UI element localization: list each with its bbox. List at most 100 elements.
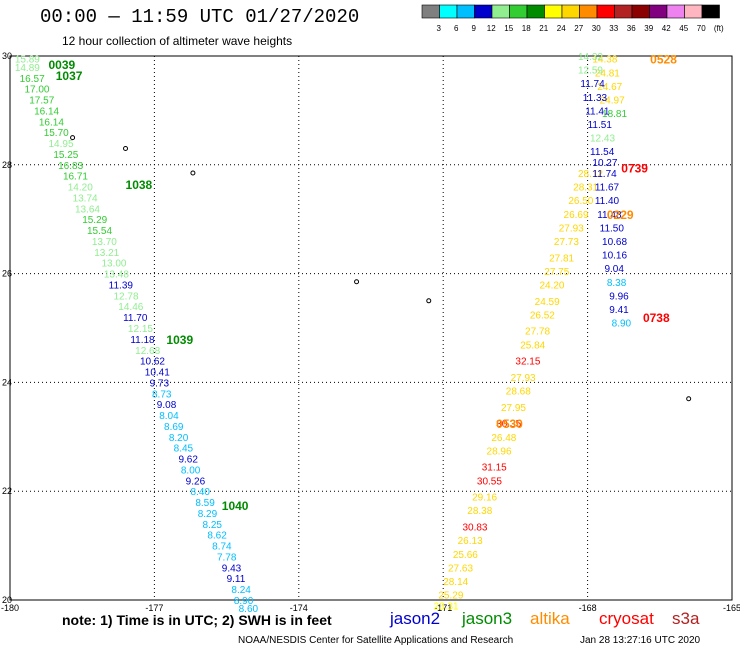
swh-value-label: 24.97 xyxy=(600,96,625,107)
island-outline xyxy=(190,170,196,176)
colorbar-swatch xyxy=(596,4,615,19)
y-tick-label: 26 xyxy=(2,269,12,279)
colorbar-label: 9 xyxy=(472,24,477,33)
swh-value-label: 18.81 xyxy=(602,109,627,120)
colorbar-swatch xyxy=(666,4,685,19)
swh-value-label: 8.25 xyxy=(203,520,223,531)
swh-value-label: 8.69 xyxy=(164,422,184,433)
swh-value-label: 28.12 xyxy=(578,169,603,180)
footer-note: note: 1) Time is in UTC; 2) SWH is in fe… xyxy=(62,612,332,628)
swh-value-label: 13.21 xyxy=(94,248,119,259)
colorbar-swatch xyxy=(509,4,528,19)
swh-value-label: 9.26 xyxy=(186,476,206,487)
swh-value-label: 11.33 xyxy=(583,93,608,104)
colorbar-swatch xyxy=(684,4,703,19)
swh-value-label: 9.11 xyxy=(227,574,246,585)
swh-value-label: 32.15 xyxy=(515,357,540,368)
colorbar-swatch xyxy=(456,4,475,19)
swh-value-label: 30.35 xyxy=(496,419,521,430)
colorbar-swatch xyxy=(579,4,598,19)
swh-value-label: 9.73 xyxy=(150,378,170,389)
swh-value-label: 8.29 xyxy=(198,509,218,520)
plot-frame xyxy=(9,55,733,601)
swh-value-label: 8.20 xyxy=(169,433,189,444)
swh-value-label: 27.63 xyxy=(448,563,473,574)
satellite-legend-s3a: s3a xyxy=(672,609,700,628)
colorbar-swatch xyxy=(649,4,668,19)
colorbar-swatch xyxy=(544,4,563,19)
swh-value-label: 16.14 xyxy=(39,117,64,128)
swh-value-label: 15.70 xyxy=(44,128,69,139)
pass-time-label: 1040 xyxy=(222,499,249,513)
satellite-legend-cryosat: cryosat xyxy=(599,609,654,628)
swh-value-label: 8.90 xyxy=(612,319,632,330)
swh-value-label: 15.29 xyxy=(82,215,107,226)
swh-value-label: 26.50 xyxy=(568,196,593,207)
pass-time-label: 0739 xyxy=(621,162,648,176)
swh-value-label: 30.55 xyxy=(477,476,502,487)
swh-value-label: 26.13 xyxy=(458,536,483,547)
swh-value-label: 8.59 xyxy=(195,498,215,509)
swh-value-label: 11.40 xyxy=(595,196,620,207)
swh-value-label: 11.70 xyxy=(123,313,148,324)
swh-value-label: 14.46 xyxy=(118,302,143,313)
colorbar-swatch xyxy=(614,4,633,19)
swh-value-label: 13.64 xyxy=(75,204,100,215)
swh-value-label: 28.31 xyxy=(573,183,598,194)
swh-value-label: 28.96 xyxy=(487,446,512,457)
swh-value-label: 11.41 xyxy=(585,106,610,117)
swh-value-label: 30.83 xyxy=(462,523,487,534)
pass-time-label: 0039 xyxy=(49,58,76,72)
satellite-legend-altika: altika xyxy=(530,609,570,628)
credit-line: NOAA/NESDIS Center for Satellite Applica… xyxy=(238,635,514,646)
swh-value-label: 16.57 xyxy=(20,74,45,85)
swh-value-label: 11.50 xyxy=(600,223,625,234)
colorbar-label: 24 xyxy=(557,24,566,33)
colorbar-swatch xyxy=(526,4,545,19)
island-outline xyxy=(686,396,692,402)
colorbar-label: 3 xyxy=(437,24,442,33)
swh-value-label: 9.62 xyxy=(178,455,198,466)
x-tick-label: -171 xyxy=(434,603,452,613)
pass-time-label: 0229 xyxy=(607,208,634,222)
swh-value-label: 27.81 xyxy=(549,253,574,264)
swh-value-label: 8.40 xyxy=(191,487,211,498)
swh-value-label: 14.89 xyxy=(15,63,40,74)
colorbar-label: 45 xyxy=(679,24,688,33)
swh-value-label: 11.51 xyxy=(588,120,613,131)
swh-value-label: 31.15 xyxy=(482,463,507,474)
colorbar-swatch xyxy=(631,4,650,19)
satellite-legend-jason3: jason3 xyxy=(462,609,513,628)
swh-value-label: 10.16 xyxy=(602,251,627,262)
swh-value-label: 8.45 xyxy=(174,444,194,455)
swh-value-label: 12.68 xyxy=(135,346,160,357)
satellite-legend-jason2: jason2 xyxy=(390,609,441,628)
x-tick-label: -174 xyxy=(290,603,308,613)
swh-value-label: 9.96 xyxy=(609,291,629,302)
colorbar-label: 70 xyxy=(697,24,706,33)
x-tick-label: -168 xyxy=(579,603,597,613)
swh-value-label: 9.04 xyxy=(604,264,624,275)
swh-value-label: 8.24 xyxy=(231,585,251,596)
colorbar-swatch xyxy=(701,4,720,19)
swh-value-label: 7.78 xyxy=(217,552,237,563)
island-outline xyxy=(354,279,360,285)
swh-value-label: 8.04 xyxy=(159,411,179,422)
swh-value-label: 27.73 xyxy=(554,237,579,248)
swh-value-label: 14.32 xyxy=(578,52,603,63)
swh-value-label: 27.93 xyxy=(559,223,584,234)
swh-value-label: 29.16 xyxy=(472,493,497,504)
chart-subtitle: 12 hour collection of altimeter wave hei… xyxy=(62,34,293,48)
x-tick-label: -165 xyxy=(723,603,740,613)
island-outline xyxy=(123,145,129,151)
swh-value-label: 13.48 xyxy=(104,270,129,281)
y-tick-label: 22 xyxy=(2,486,12,496)
colorbar-swatch xyxy=(474,4,493,19)
colorbar-label: 33 xyxy=(609,24,618,33)
swh-value-label: 11.74 xyxy=(592,169,617,180)
swh-value-label: 8.38 xyxy=(607,278,627,289)
swh-value-label: 13.74 xyxy=(73,193,98,204)
swh-value-label: 11.54 xyxy=(590,147,615,158)
swh-value-label: 27.95 xyxy=(501,403,526,414)
colorbar-swatch xyxy=(439,4,458,19)
